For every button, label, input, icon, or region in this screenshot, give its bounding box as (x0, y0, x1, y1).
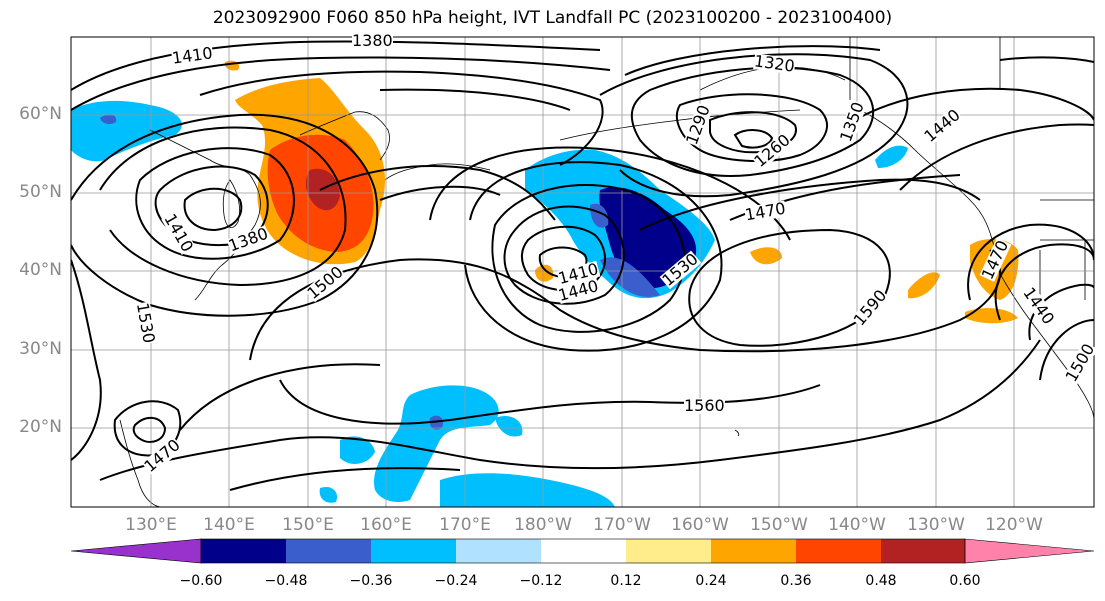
lat-label: 50°N (19, 182, 62, 202)
lon-label: 130°W (907, 515, 965, 535)
lon-label: 140°E (203, 515, 255, 535)
colorbar-tick-label: −0.60 (179, 573, 223, 589)
colorbar-tick-label: 0.24 (695, 573, 727, 589)
colorbar-tick-label: 0.60 (949, 573, 981, 589)
contour-label: 1560 (684, 396, 725, 415)
colorbar-tick-label: −0.24 (434, 573, 478, 589)
lon-label: 170°W (593, 515, 651, 535)
colorbar-tick-label: 0.12 (610, 573, 642, 589)
lon-label: 120°W (985, 515, 1043, 535)
map-title: 2023092900 F060 850 hPa height, IVT Land… (212, 8, 893, 28)
lon-label: 150°W (750, 515, 808, 535)
lat-label: 60°N (19, 104, 62, 124)
colorbar-tick-label: −0.12 (519, 573, 563, 589)
lat-label: 20°N (19, 417, 62, 437)
lon-label: 160°W (671, 515, 729, 535)
lon-label: 160°E (360, 515, 412, 535)
lat-label: 30°N (19, 339, 62, 359)
lon-label: 150°E (282, 515, 334, 535)
colorbar (70, 538, 1095, 564)
lon-label: 170°E (439, 515, 491, 535)
lon-label: 140°W (828, 515, 886, 535)
lat-label: 40°N (19, 260, 62, 280)
lon-label: 180°W (514, 515, 572, 535)
colorbar-tick-label: −0.36 (349, 573, 393, 589)
map-frame (70, 36, 1095, 508)
colorbar-tick-label: 0.48 (865, 573, 897, 589)
lon-label: 130°E (125, 515, 177, 535)
colorbar-tick-label: −0.48 (264, 573, 308, 589)
colorbar-tick-label: 0.36 (780, 573, 812, 589)
contour-label: 1380 (352, 31, 393, 50)
